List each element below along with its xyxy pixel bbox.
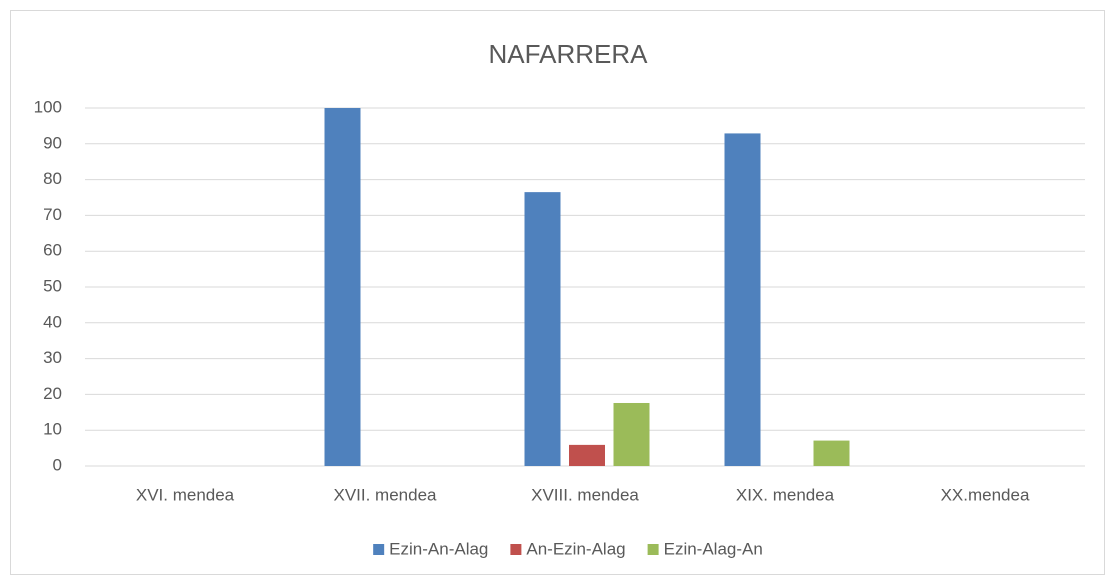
y-tick-label: 40 [43,312,62,331]
x-tick-label: XVII. mendea [333,485,437,504]
legend-label: Ezin-Alag-An [664,539,763,558]
y-tick-label: 60 [43,241,62,260]
y-tick-label: 30 [43,348,62,367]
x-tick-label: XIX. mendea [736,485,835,504]
y-tick-label: 100 [34,97,62,116]
bar [569,444,605,466]
bar [524,192,561,466]
y-tick-label: 10 [43,420,62,439]
y-tick-label: 0 [53,455,62,474]
legend-label: An-Ezin-Alag [526,539,625,558]
y-tick-label: 70 [43,205,62,224]
legend-label: Ezin-An-Alag [389,539,488,558]
y-tick-label: 80 [43,169,62,188]
bar [724,133,761,466]
legend-swatch [647,544,659,555]
y-tick-label: 50 [43,276,62,295]
legend-swatch [510,544,522,555]
y-tick-label: 20 [43,384,62,403]
x-tick-label: XVIII. mendea [531,485,639,504]
bar [813,440,850,466]
y-tick-label: 90 [43,133,62,152]
x-tick-label: XX.mendea [941,485,1030,504]
legend-swatch [373,544,385,555]
chart-title: NAFARRERA [489,39,649,69]
bar [324,108,361,466]
x-tick-label: XVI. mendea [136,485,235,504]
bar [613,402,650,466]
